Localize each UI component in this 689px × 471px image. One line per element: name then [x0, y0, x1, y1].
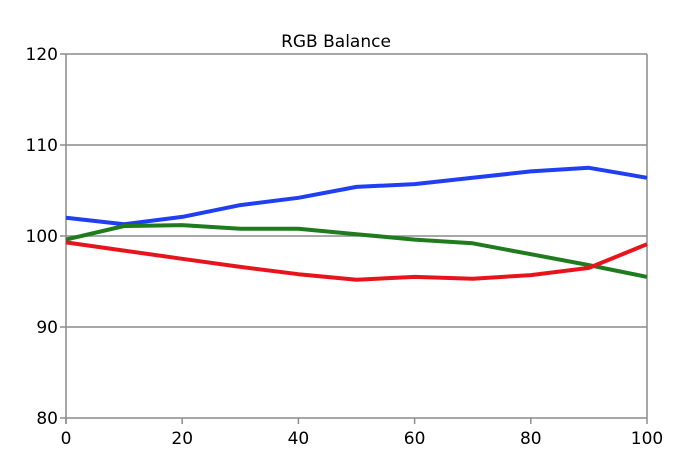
x-tick-label-80: 80	[520, 429, 542, 449]
chart-title: RGB Balance	[281, 32, 391, 52]
series-lines	[65, 165, 648, 282]
y-tick-label-120: 120	[26, 45, 58, 65]
x-tick-label-100: 100	[631, 429, 663, 449]
x-tick-label-0: 0	[61, 429, 72, 449]
x-tick-label-60: 60	[404, 429, 426, 449]
y-tick-label-100: 100	[26, 227, 58, 247]
y-tick-label-110: 110	[26, 136, 58, 156]
y-tick-label-80: 80	[36, 409, 58, 429]
series-line-3	[65, 240, 648, 282]
series-line-1	[65, 165, 648, 227]
x-tick-label-40: 40	[288, 429, 310, 449]
tick-labels: 80 90 100 110 120 0 20 40 60 80 100	[26, 45, 664, 449]
series-line-2	[65, 223, 648, 279]
y-tick-label-90: 90	[36, 318, 58, 338]
x-tick-label-20: 20	[171, 429, 193, 449]
